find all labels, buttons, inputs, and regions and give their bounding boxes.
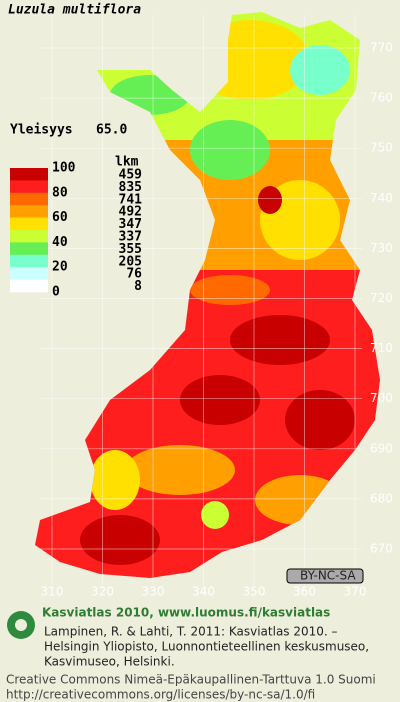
northing-label: 750 <box>370 141 393 155</box>
legend-count: 8 <box>134 279 142 294</box>
easting-label: 370 <box>344 585 367 599</box>
legend-count: 355 <box>119 242 142 257</box>
citation-line: Kasvimuseo, Helsinki. <box>44 655 175 669</box>
citation-line: Helsingin Yliopisto, Luonnontieteellinen… <box>44 640 369 654</box>
scale-label: 100 <box>52 161 76 176</box>
legend-swatch <box>10 180 48 194</box>
legend-swatch <box>10 242 48 256</box>
legend-swatch <box>10 254 48 268</box>
scale-label: 0 <box>52 285 60 300</box>
footer-heading: Kasviatlas 2010, www.luomus.fi/kasviatla… <box>42 606 330 620</box>
easting-label: 340 <box>192 585 215 599</box>
citation: Lampinen, R. & Lahti, T. 2011: Kasviatla… <box>44 625 369 669</box>
northing-label: 680 <box>370 491 393 505</box>
northing-label: 720 <box>370 291 393 305</box>
logo-center <box>15 619 27 631</box>
legend-count: 205 <box>119 254 142 269</box>
legend-count: 337 <box>119 230 142 245</box>
northing-label: 730 <box>370 241 393 255</box>
frequency-label: Yleisyys <box>10 123 73 138</box>
legend-swatch <box>10 267 48 280</box>
legend-count: 76 <box>126 267 142 282</box>
legend-swatch <box>10 230 48 243</box>
legend-swatch <box>10 279 48 293</box>
scale-label: 20 <box>52 260 68 275</box>
scale-label: 60 <box>52 210 68 225</box>
northing-label: 740 <box>370 191 393 205</box>
license-badge-text: BY-NC-SA <box>300 569 356 583</box>
easting-label: 360 <box>293 585 316 599</box>
easting-label: 330 <box>142 585 165 599</box>
legend-count: 835 <box>119 180 142 195</box>
license-badge <box>286 568 364 584</box>
legend-count: 347 <box>119 217 142 232</box>
license-text: Creative Commons Nimeä-Epäkaupallinen-Ta… <box>6 673 376 687</box>
legend-count: 459 <box>119 168 142 183</box>
northing-label: 760 <box>370 91 393 105</box>
count-header: lkm <box>115 155 139 170</box>
legend-count: 492 <box>119 205 142 220</box>
northing-label: 710 <box>370 341 393 355</box>
northing-label: 670 <box>370 542 393 556</box>
northing-label: 690 <box>370 441 393 455</box>
legend-swatch <box>10 205 48 218</box>
easting-label: 310 <box>41 585 64 599</box>
scale-label: 80 <box>52 185 68 200</box>
legend-swatch <box>10 168 48 181</box>
northing-label: 700 <box>370 391 393 405</box>
citation-line: Lampinen, R. & Lahti, T. 2011: Kasviatla… <box>44 625 338 639</box>
legend-count: 741 <box>119 192 143 207</box>
license-url: http://creativecommons.org/licenses/by-n… <box>6 688 315 702</box>
easting-label: 350 <box>243 585 266 599</box>
legend-swatch <box>10 192 48 206</box>
frequency-value: 65.0 <box>96 123 127 138</box>
scale-label: 40 <box>52 235 68 250</box>
easting-label: 320 <box>91 585 114 599</box>
northing-label: 770 <box>370 41 393 55</box>
legend-swatch <box>10 217 48 231</box>
species-title: Luzula multiflora <box>8 3 141 18</box>
